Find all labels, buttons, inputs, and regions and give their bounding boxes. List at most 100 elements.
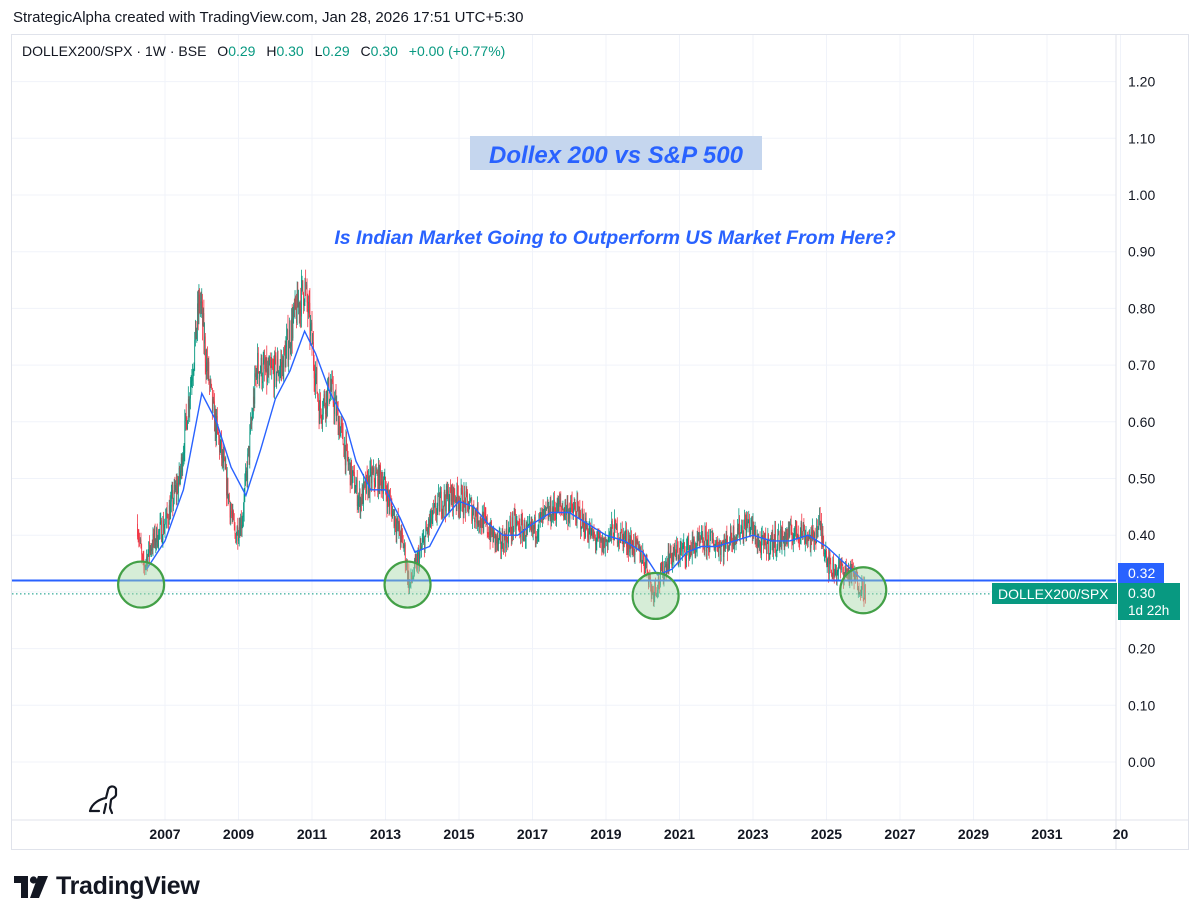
candle-body bbox=[212, 399, 214, 411]
candle-body bbox=[841, 561, 843, 565]
candle-body bbox=[299, 302, 301, 314]
candle-body bbox=[660, 567, 661, 585]
dino-icon[interactable] bbox=[88, 785, 118, 815]
candle-body bbox=[265, 368, 266, 372]
candle-body bbox=[224, 455, 225, 460]
candle-body bbox=[410, 572, 412, 583]
candle-body bbox=[274, 354, 276, 356]
candle-body bbox=[511, 517, 513, 537]
candle-body bbox=[529, 522, 531, 524]
candle-body bbox=[275, 355, 277, 381]
candle-body bbox=[268, 365, 270, 376]
candle-body bbox=[646, 554, 648, 571]
candle-body bbox=[742, 526, 743, 537]
candle-body bbox=[818, 516, 820, 529]
candle-body bbox=[746, 518, 747, 537]
candle-body bbox=[263, 359, 265, 363]
candle-body bbox=[555, 511, 557, 520]
candle-body bbox=[652, 589, 653, 591]
candle-body bbox=[305, 281, 306, 285]
highlight-circles bbox=[117, 560, 888, 621]
candle-body bbox=[643, 552, 644, 560]
candle-body bbox=[495, 535, 497, 546]
candle-body bbox=[155, 542, 157, 546]
candle-body bbox=[715, 542, 717, 544]
candle-body bbox=[433, 507, 434, 509]
candle-body bbox=[149, 546, 151, 553]
y-tick-label: 0.10 bbox=[1128, 697, 1155, 713]
candle-body bbox=[404, 544, 406, 566]
candle-body bbox=[226, 466, 227, 496]
candle-body bbox=[308, 301, 310, 303]
tradingview-logo[interactable]: TradingView bbox=[14, 872, 200, 901]
candle-body bbox=[624, 536, 626, 539]
candle-body bbox=[679, 556, 680, 560]
candle-body bbox=[588, 530, 590, 540]
candle-body bbox=[436, 505, 438, 516]
candle-body bbox=[152, 533, 154, 550]
candle-body bbox=[568, 512, 570, 519]
candle-body bbox=[267, 368, 269, 376]
candle-body bbox=[467, 492, 468, 502]
candle-body bbox=[243, 493, 245, 512]
candle-body bbox=[787, 533, 788, 542]
candle-body bbox=[370, 467, 372, 469]
candle-body bbox=[248, 446, 250, 458]
candle-body bbox=[547, 506, 549, 520]
candle-body bbox=[430, 509, 432, 520]
candle-body bbox=[342, 427, 344, 445]
candle-body bbox=[485, 515, 487, 523]
candle-body bbox=[641, 561, 643, 564]
candle-body bbox=[784, 538, 786, 547]
candle-body bbox=[237, 526, 239, 541]
candle-body bbox=[418, 553, 420, 568]
candle-body bbox=[338, 422, 340, 436]
candle-body bbox=[745, 522, 747, 537]
candle-body bbox=[527, 525, 529, 526]
candle-body bbox=[573, 508, 574, 514]
candle-body bbox=[637, 540, 639, 544]
candle-body bbox=[205, 362, 207, 373]
candle-body bbox=[164, 524, 166, 529]
x-tick-label: 2013 bbox=[370, 826, 401, 842]
candle-body bbox=[561, 508, 563, 511]
candle-body bbox=[440, 491, 441, 498]
candle-body bbox=[358, 497, 359, 503]
candle-body bbox=[379, 465, 381, 492]
candle-body bbox=[392, 510, 393, 519]
candle-body bbox=[230, 510, 232, 518]
candle-body bbox=[421, 546, 422, 549]
candle-body bbox=[648, 574, 649, 585]
price-axis: 0.00 0.10 0.20 0.30 0.40 0.50 0.60 0.70 0.80 0.90… bbox=[1128, 74, 1155, 770]
candle-body bbox=[665, 564, 666, 567]
candle-body bbox=[653, 593, 655, 600]
candle-body bbox=[513, 527, 514, 533]
candle-body bbox=[814, 532, 816, 540]
candle-body bbox=[727, 545, 729, 552]
legend-symbol[interactable]: DOLLEX200/SPX · 1W · BSE bbox=[22, 43, 207, 59]
candle-body bbox=[366, 475, 368, 477]
candle-body bbox=[604, 538, 605, 547]
candle-body bbox=[317, 392, 319, 398]
moving-average-line bbox=[146, 329, 864, 582]
candle-body bbox=[154, 529, 155, 541]
candle-body bbox=[619, 540, 621, 542]
candle-body bbox=[445, 485, 447, 512]
candle-body bbox=[260, 357, 262, 373]
candle-body bbox=[426, 526, 427, 532]
low-label: L bbox=[314, 43, 323, 59]
candle-body bbox=[833, 576, 835, 577]
candle-body bbox=[597, 531, 598, 541]
candle-body bbox=[412, 577, 414, 579]
candle-body bbox=[367, 476, 369, 496]
candle-body bbox=[402, 538, 404, 548]
ohlc-legend: DOLLEX200/SPX · 1W · BSE O0.29 H0.30 L0.… bbox=[22, 43, 505, 59]
candle-body bbox=[289, 329, 291, 349]
candle-body bbox=[284, 351, 286, 368]
candle-body bbox=[421, 542, 423, 547]
candle-body bbox=[514, 511, 516, 514]
candle-body bbox=[786, 533, 788, 540]
candle-body bbox=[139, 539, 141, 541]
candle-body bbox=[267, 368, 268, 382]
